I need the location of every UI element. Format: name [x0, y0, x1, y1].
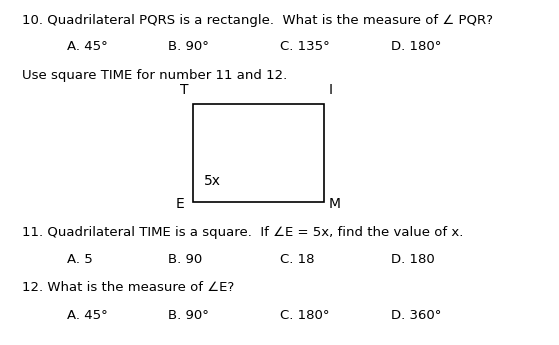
Text: C. 135°: C. 135° [280, 40, 329, 53]
Text: A. 5: A. 5 [67, 253, 93, 266]
Text: A. 45°: A. 45° [67, 309, 108, 322]
Text: Use square TIME for number 11 and 12.: Use square TIME for number 11 and 12. [22, 69, 288, 82]
Text: B. 90°: B. 90° [168, 309, 209, 322]
Text: D. 180: D. 180 [391, 253, 435, 266]
Bar [193, 104, 324, 202]
Text: C. 180°: C. 180° [280, 309, 329, 322]
Text: B. 90°: B. 90° [168, 40, 209, 53]
Text: D. 360°: D. 360° [391, 309, 442, 322]
Text: E: E [176, 197, 184, 211]
Text: M: M [329, 197, 340, 211]
Text: 12. What is the measure of ∠E?: 12. What is the measure of ∠E? [22, 281, 235, 294]
Text: 5x: 5x [204, 174, 221, 188]
Text: A. 45°: A. 45° [67, 40, 108, 53]
Text: 11. Quadrilateral TIME is a square.  If ∠E = 5x, find the value of x.: 11. Quadrilateral TIME is a square. If ∠… [22, 226, 464, 239]
Text: T: T [181, 83, 189, 97]
Text: I: I [329, 83, 333, 97]
Text: 10. Quadrilateral PQRS is a rectangle.  What is the measure of ∠ PQR?: 10. Quadrilateral PQRS is a rectangle. W… [22, 14, 494, 27]
Text: C. 18: C. 18 [280, 253, 314, 266]
Text: D. 180°: D. 180° [391, 40, 442, 53]
Text: B. 90: B. 90 [168, 253, 202, 266]
